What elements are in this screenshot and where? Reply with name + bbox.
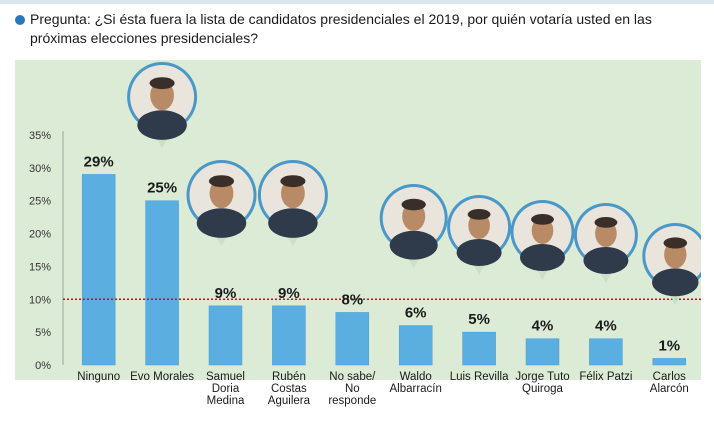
value-label: 6% xyxy=(405,305,427,322)
photo-shoulders xyxy=(268,208,318,238)
y-tick-label: 25% xyxy=(29,196,51,208)
photo-shoulders xyxy=(583,247,629,274)
y-tick-label: 20% xyxy=(29,229,51,241)
value-label: 1% xyxy=(658,337,680,354)
category-label: Carlos Alarcón xyxy=(650,371,689,395)
question-bullet-icon xyxy=(15,15,25,25)
bar xyxy=(81,174,116,366)
category-label: Ninguno xyxy=(77,371,120,383)
y-tick-label: 0% xyxy=(35,360,51,372)
category-label: Waldo Albarracín xyxy=(389,371,441,395)
photo-shoulders xyxy=(389,230,438,260)
category-label: Evo Morales xyxy=(130,371,194,383)
bar xyxy=(272,305,306,366)
photo-hair xyxy=(149,77,175,90)
bar xyxy=(145,200,179,366)
bar xyxy=(398,325,433,366)
value-label: 4% xyxy=(595,318,617,335)
value-label: 5% xyxy=(468,311,490,328)
photo-hair xyxy=(280,175,306,188)
category-label: Luis Revilla xyxy=(450,371,509,383)
y-tick-label: 30% xyxy=(29,163,51,175)
photo-hair xyxy=(401,198,426,211)
y-tick-label: 5% xyxy=(35,327,51,339)
photo-hair xyxy=(208,175,235,188)
value-label: 25% xyxy=(147,180,177,197)
photo-shoulders xyxy=(137,110,187,140)
photo-shoulders xyxy=(520,244,565,271)
top-rule xyxy=(0,0,714,4)
value-label: 8% xyxy=(341,291,363,308)
photo-hair xyxy=(663,237,688,249)
question-text: Pregunta: ¿Si ésta fuera la lista de can… xyxy=(30,11,652,46)
category-label: Jorge Tuto Quiroga xyxy=(515,371,569,395)
bar xyxy=(525,338,560,366)
bar xyxy=(462,331,496,366)
photo-shoulders xyxy=(196,208,247,238)
photo-shoulders xyxy=(456,239,502,266)
bar xyxy=(589,338,623,366)
bar xyxy=(335,312,370,366)
bar xyxy=(652,358,687,366)
y-tick-label: 15% xyxy=(29,261,51,273)
bar-chart: 0% 5% 10% 15% 20% 25% 30% 35% 29% 25% 9% 9% 8% 6% 5% 4%… xyxy=(15,60,701,407)
category-label: No sabe/No responde xyxy=(328,371,376,407)
bar xyxy=(208,305,243,366)
y-tick-label: 35% xyxy=(29,130,51,142)
category-label: Samuel Doria Medina xyxy=(206,371,245,407)
value-label: 9% xyxy=(278,285,300,302)
category-label: Rubén Costas Aguilera xyxy=(268,371,311,407)
category-label: Félix Patzi xyxy=(579,371,632,383)
photo-hair xyxy=(531,214,554,225)
photo-hair xyxy=(594,217,618,228)
value-label: 29% xyxy=(84,153,114,170)
y-tick-label: 10% xyxy=(29,294,51,306)
photo-hair xyxy=(467,209,491,220)
photo-shoulders xyxy=(652,268,699,297)
value-label: 9% xyxy=(215,285,237,302)
value-label: 4% xyxy=(532,318,554,335)
